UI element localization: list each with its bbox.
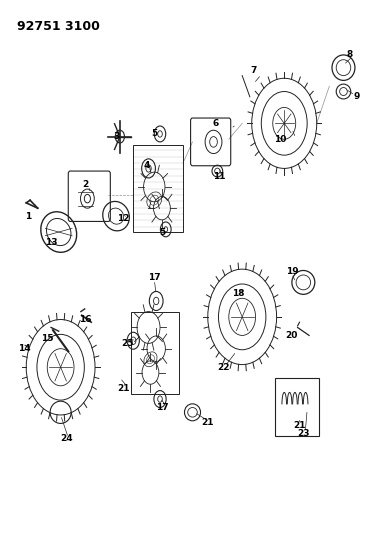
Text: 12: 12 (117, 214, 130, 223)
Text: 13: 13 (45, 238, 57, 247)
Text: 17: 17 (156, 402, 168, 411)
Text: 15: 15 (41, 334, 54, 343)
Text: 23: 23 (297, 429, 310, 438)
Text: 2: 2 (82, 180, 89, 189)
Text: 24: 24 (60, 434, 73, 443)
Text: 3: 3 (113, 132, 119, 141)
Text: 4: 4 (144, 161, 150, 170)
Text: 18: 18 (232, 288, 244, 297)
Text: 17: 17 (148, 272, 161, 281)
Circle shape (115, 130, 124, 143)
Bar (133, 144, 183, 232)
Text: 16: 16 (79, 315, 92, 324)
Text: 14: 14 (18, 344, 31, 353)
Text: 20: 20 (286, 331, 298, 340)
Text: 1: 1 (25, 212, 31, 221)
Text: 5: 5 (159, 228, 165, 237)
Text: 5: 5 (151, 130, 157, 139)
Text: 8: 8 (346, 50, 352, 59)
Bar (131, 312, 179, 394)
Text: 21: 21 (293, 421, 306, 430)
Text: 7: 7 (251, 66, 257, 75)
Text: 10: 10 (274, 135, 286, 144)
Text: 9: 9 (354, 92, 360, 101)
Text: 6: 6 (212, 119, 219, 128)
Text: 11: 11 (213, 172, 226, 181)
Text: 92751 3100: 92751 3100 (17, 20, 100, 33)
Text: 21: 21 (117, 384, 130, 393)
Text: 21: 21 (201, 418, 214, 427)
Text: 22: 22 (217, 363, 229, 372)
Bar (275, 378, 319, 436)
Text: 19: 19 (286, 268, 298, 276)
Text: 25: 25 (121, 339, 134, 348)
